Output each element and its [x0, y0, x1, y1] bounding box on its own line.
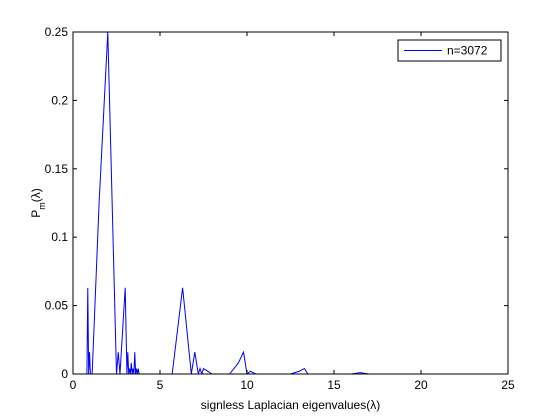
x-tick-label: 10 — [240, 378, 254, 392]
legend-label-n3072: n=3072 — [447, 44, 488, 58]
y-tick-label: 0.05 — [45, 299, 69, 313]
x-tick-label: 5 — [157, 378, 164, 392]
svg-text:Pm(λ): Pm(λ) — [29, 188, 47, 218]
x-axis-label: signless Laplacian eigenvalues(λ) — [201, 398, 380, 412]
x-axis: 0 5 10 15 20 25 — [70, 32, 515, 392]
legend: n=3072 — [397, 39, 502, 62]
plot-frame — [72, 31, 509, 375]
y-axis-label-tail: (λ) — [29, 188, 43, 202]
series-layer — [86, 31, 421, 374]
y-axis-label: Pm(λ) — [29, 188, 47, 218]
x-tick-label: 25 — [501, 378, 515, 392]
y-axis-label-main: P — [29, 210, 43, 218]
plot-area — [73, 32, 508, 374]
y-tick-label: 0.2 — [51, 93, 68, 107]
x-tick-label: 15 — [327, 378, 341, 392]
y-tick-label: 0.25 — [45, 25, 69, 39]
x-tick-label: 0 — [70, 378, 77, 392]
y-axis: 0 0.05 0.1 0.15 0.2 0.25 — [45, 25, 508, 381]
y-tick-label: 0 — [61, 367, 68, 381]
y-axis-label-sub: m — [37, 202, 47, 210]
x-tick-label: 20 — [414, 378, 428, 392]
legend-box — [397, 39, 502, 62]
y-tick-label: 0.15 — [45, 162, 69, 176]
y-tick-label: 0.1 — [51, 230, 68, 244]
series-line-0 — [86, 31, 421, 374]
